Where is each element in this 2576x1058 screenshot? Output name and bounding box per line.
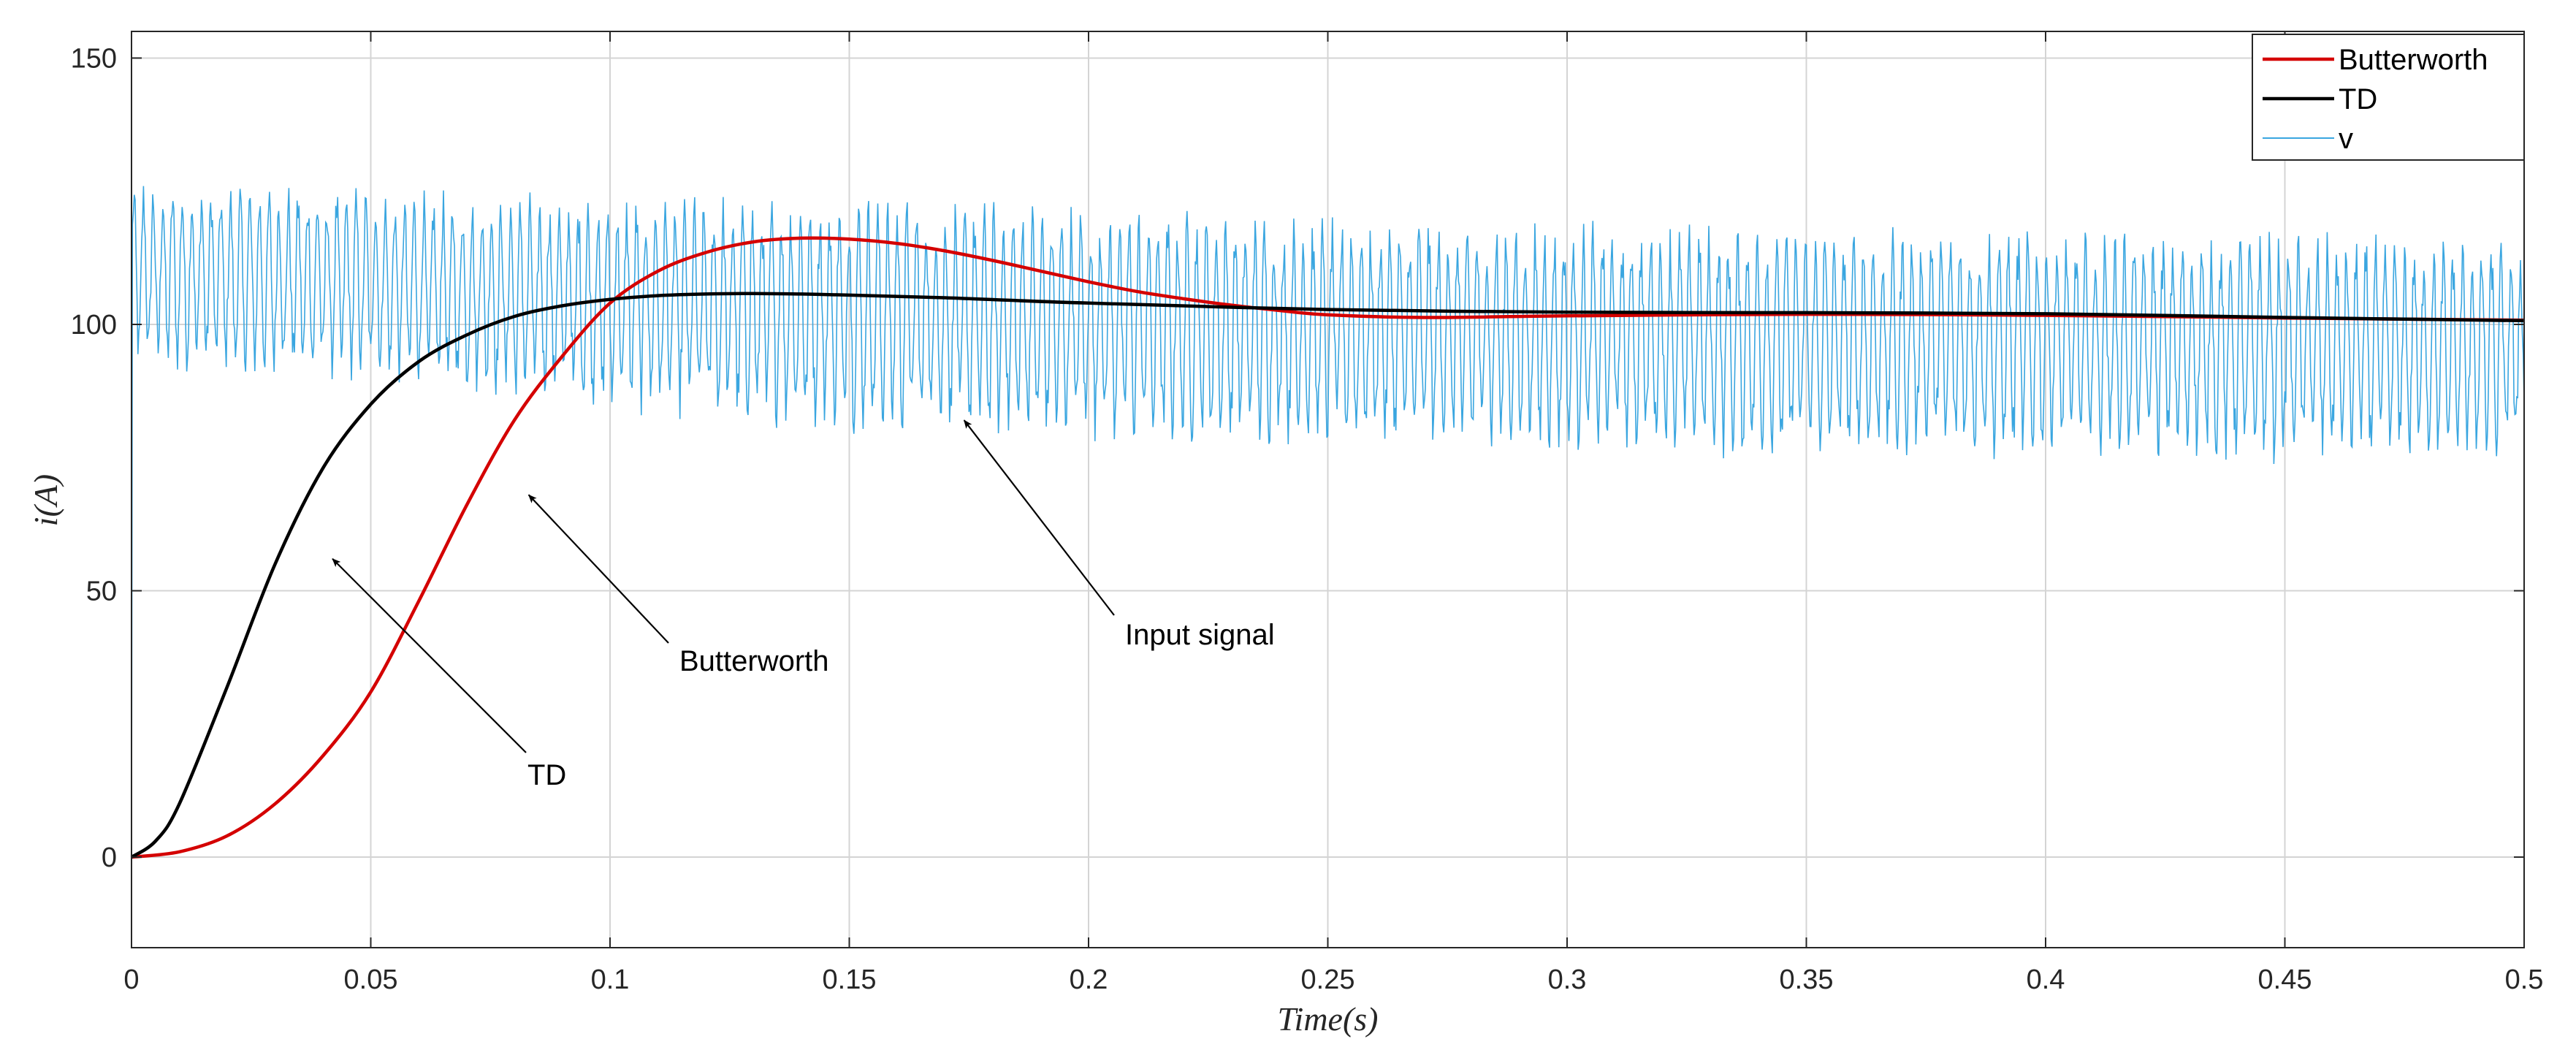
x-tick-label: 0.5 (2505, 964, 2544, 995)
x-tick-label: 0.3 (1548, 964, 1587, 995)
plot-series (130, 186, 2525, 859)
legend-label-v: v (2339, 123, 2353, 155)
y-tick-label: 0 (102, 842, 117, 873)
series-line-v (131, 186, 2525, 858)
x-tick-label: 0.15 (823, 964, 877, 995)
annotation-label-input-signal: Input signal (1125, 619, 1275, 651)
grid (132, 31, 2524, 948)
y-tick-label: 50 (86, 576, 117, 607)
annotation-arrow (332, 558, 527, 753)
annotations: TD Butterworth Input signal (332, 419, 1275, 791)
series-line-td (130, 292, 2525, 859)
x-tick-label: 0.2 (1070, 964, 1108, 995)
x-tick-label: 0 (123, 964, 139, 995)
annotation-arrow (527, 494, 669, 644)
legend-label-butterworth: Butterworth (2339, 44, 2488, 76)
x-tick-label: 0.05 (344, 964, 398, 995)
x-axis-title: Time(s) (1278, 1000, 1379, 1038)
series-line-butterworth (131, 236, 2525, 859)
annotation-arrow (963, 419, 1115, 616)
y-tick-label: 100 (71, 310, 117, 340)
x-tick-label: 0.25 (1301, 964, 1355, 995)
annotation-label-td: TD (527, 759, 566, 791)
x-tick-label: 0.35 (1780, 964, 1834, 995)
x-tick-label: 0.45 (2258, 964, 2312, 995)
x-tick-label: 0.1 (591, 964, 630, 995)
y-tick-label: 150 (71, 43, 117, 74)
axis-ticks: 0 0.05 0.1 0.15 0.2 0.25 0.3 0.35 0.4 0.45 0.5 0 50 1… (71, 31, 2544, 995)
legend: Butterworth TD v (2252, 34, 2525, 161)
annotation-label-butterworth: Butterworth (679, 645, 829, 677)
legend-label-td: TD (2339, 83, 2377, 115)
x-tick-label: 0.4 (2027, 964, 2065, 995)
y-axis-title: i(A) (27, 474, 64, 527)
